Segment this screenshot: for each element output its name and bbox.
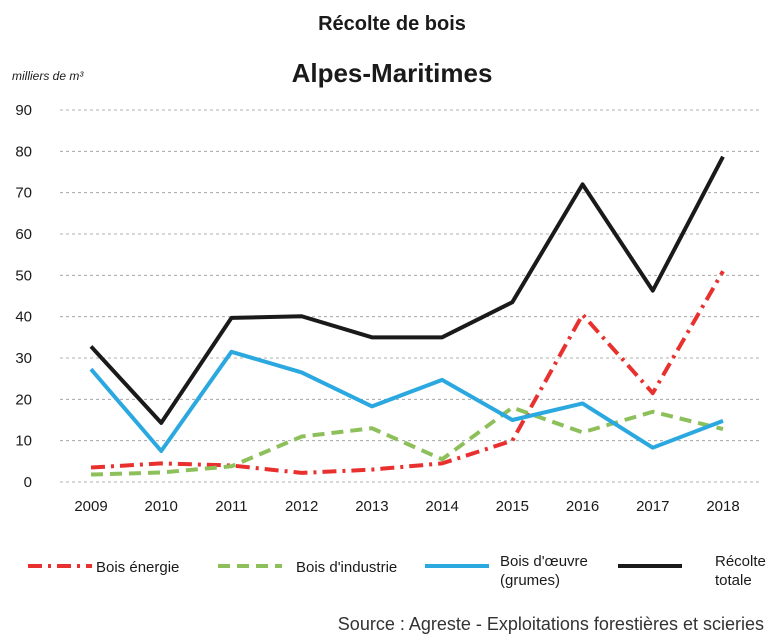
y-axis-label: milliers de m³ — [12, 69, 84, 83]
x-tick-label: 2016 — [566, 498, 599, 515]
x-tick-label: 2018 — [706, 498, 739, 515]
x-tick-label: 2013 — [355, 498, 388, 515]
legend-label: Bois d'œuvre (grumes) — [500, 553, 588, 589]
chart-subtitle: Alpes-Maritimes — [292, 58, 493, 88]
y-tick-label: 40 — [15, 309, 32, 326]
y-tick-label: 30 — [15, 350, 32, 367]
series-line — [90, 405, 724, 477]
series-line — [89, 349, 724, 453]
series-line — [89, 155, 725, 425]
y-tick-label: 10 — [15, 433, 32, 450]
legend-label: Bois d'industrie — [296, 559, 398, 576]
y-tick-label: 90 — [15, 102, 32, 119]
series-line — [90, 270, 725, 475]
x-tick-label: 2010 — [145, 498, 178, 515]
y-tick-label: 60 — [15, 226, 32, 243]
source: Source : Agreste - Exploitations foresti… — [338, 614, 764, 634]
y-tick-label: 0 — [24, 474, 32, 491]
y-tick-label: 80 — [15, 143, 32, 160]
y-tick-label: 70 — [15, 185, 32, 202]
y-tick-label: 20 — [15, 391, 32, 408]
legend-label: Récolte totale — [715, 553, 766, 589]
x-tick-label: 2015 — [496, 498, 529, 515]
y-tick-label: 50 — [15, 267, 32, 284]
x-tick-label: 2012 — [285, 498, 318, 515]
x-tick-label: 2009 — [74, 498, 107, 515]
legend-label: Bois énergie — [96, 559, 180, 576]
x-tick-label: 2011 — [215, 498, 247, 515]
chart-title: Récolte de bois — [318, 13, 466, 35]
x-tick-label: 2014 — [425, 498, 458, 515]
x-tick-label: 2017 — [636, 498, 669, 515]
